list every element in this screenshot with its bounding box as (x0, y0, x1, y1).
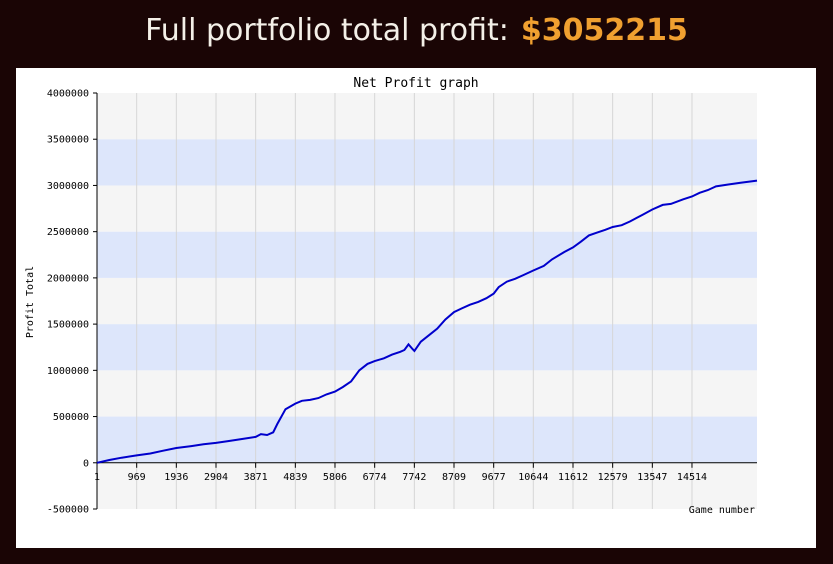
x-tick-label: 13547 (637, 472, 667, 483)
x-tick-label: 5806 (323, 472, 347, 483)
band (97, 324, 757, 371)
x-tick-label: 1 (94, 472, 100, 483)
total-profit-amount: $3052215 (520, 12, 688, 48)
x-tick-label: 1936 (164, 472, 188, 483)
band (97, 277, 757, 325)
x-tick-label: 2904 (204, 472, 228, 483)
y-tick-label: 1500000 (47, 320, 89, 331)
y-tick-labels: -500000 0 500000 1000000 1500000 2000000 25000… (47, 89, 97, 516)
y-tick-label: 4000000 (47, 89, 89, 100)
vertical-grid (96, 93, 693, 509)
x-tick-label: 9677 (482, 472, 506, 483)
y-tick-label: 0 (83, 458, 89, 469)
net-profit-chart: -500000 0 500000 1000000 1500000 2000000 25000… (25, 76, 758, 516)
x-tick-label: 14514 (677, 472, 707, 483)
background-bands (97, 93, 757, 509)
x-tick-label: 8709 (442, 472, 466, 483)
x-tick-label: 12579 (598, 472, 628, 483)
chart-title: Net Profit graph (353, 76, 478, 91)
x-tick-label: 4839 (283, 472, 307, 483)
chart-panel: -500000 0 500000 1000000 1500000 2000000 25000… (16, 68, 816, 548)
x-tick-label: 11612 (558, 472, 588, 483)
y-tick-label: 1000000 (47, 366, 89, 377)
y-tick-label: 2000000 (47, 273, 89, 284)
band (97, 185, 757, 232)
band (97, 370, 757, 417)
y-tick-label: -500000 (47, 505, 89, 516)
profit-series-line (96, 179, 758, 464)
band (97, 93, 757, 140)
band (97, 416, 757, 463)
y-tick-label: 2500000 (47, 227, 89, 238)
x-tick-labels: 1 969 1936 2904 3871 4839 5806 6774 7742 8709 9677… (94, 462, 707, 483)
x-tick-label: 7742 (402, 472, 426, 483)
x-tick-label: 3871 (244, 472, 268, 483)
y-tick-label: 500000 (53, 412, 89, 423)
band (97, 462, 757, 509)
x-tick-label: 6774 (363, 472, 387, 483)
x-tick-label: 969 (128, 472, 146, 483)
band (97, 231, 757, 278)
band (97, 139, 757, 186)
y-axis-label: Profit Total (25, 266, 36, 338)
x-tick-label: 10644 (518, 472, 548, 483)
x-axis-label: Game number (689, 505, 755, 516)
y-tick-label: 3500000 (47, 135, 89, 146)
portfolio-header: Full portfolio total profit: $3052215 (0, 0, 833, 60)
axes (96, 93, 757, 509)
y-tick-label: 3000000 (47, 181, 89, 192)
header-label: Full portfolio total profit: (145, 12, 509, 48)
